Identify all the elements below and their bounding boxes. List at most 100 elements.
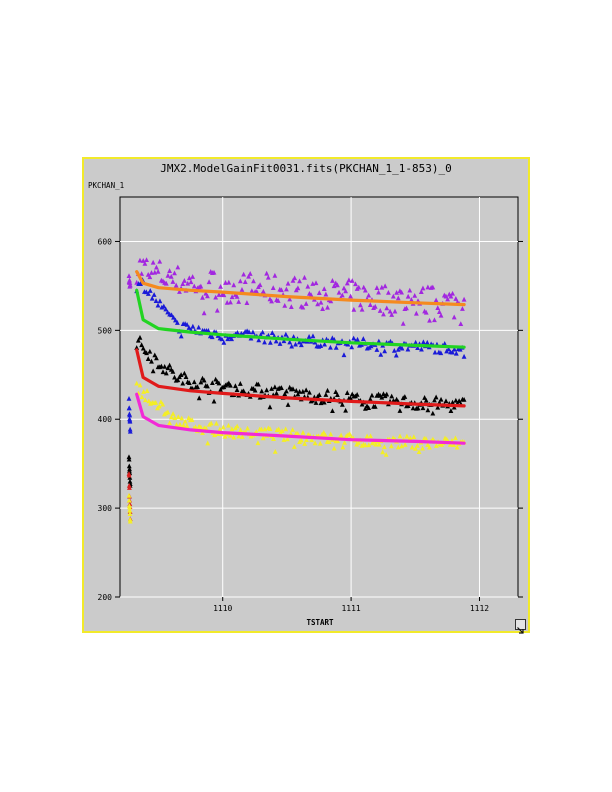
data-point [300, 304, 306, 310]
data-point [355, 336, 360, 342]
data-point [430, 410, 436, 416]
data-point [384, 305, 390, 311]
data-point [172, 415, 178, 420]
data-point [139, 394, 145, 400]
data-point [435, 305, 441, 311]
data-point [140, 345, 146, 351]
data-point [341, 352, 347, 358]
data-point [196, 324, 202, 330]
data-point [221, 292, 227, 298]
data-point [269, 298, 274, 304]
data-point [191, 283, 197, 289]
data-point [390, 293, 396, 299]
data-point [150, 259, 156, 265]
data-point [193, 424, 198, 430]
data-point [450, 399, 455, 405]
data-point [339, 292, 345, 298]
data-point [438, 350, 444, 356]
data-point [308, 292, 314, 298]
data-point [282, 302, 288, 308]
data-point [397, 408, 403, 413]
data-point [415, 405, 421, 411]
data-point [237, 381, 243, 386]
resize-handle[interactable] [515, 619, 526, 634]
data-point [461, 296, 467, 302]
data-point [252, 387, 258, 393]
data-point [236, 299, 242, 304]
data-point [126, 405, 132, 411]
data-point [231, 434, 237, 440]
data-point [351, 306, 357, 312]
data-point [235, 330, 240, 335]
data-point [362, 442, 368, 448]
data-point [377, 308, 383, 313]
data-point [376, 338, 382, 344]
data-point [147, 288, 153, 293]
data-point [205, 440, 211, 446]
data-point [292, 275, 298, 281]
data-point [264, 387, 270, 393]
data-point [205, 293, 210, 299]
data-point [399, 289, 404, 295]
data-point [223, 280, 228, 285]
data-point [437, 309, 442, 314]
data-point [450, 349, 455, 355]
data-point [290, 427, 295, 432]
data-point [222, 433, 228, 439]
data-point [184, 321, 190, 327]
data-point [214, 307, 220, 313]
data-point [362, 287, 368, 293]
data-point [423, 309, 429, 315]
data-point [415, 345, 420, 351]
data-point [256, 337, 262, 343]
data-point [328, 298, 334, 304]
data-point [323, 291, 329, 297]
data-point [195, 384, 200, 390]
data-point [453, 397, 459, 403]
data-point [298, 437, 304, 443]
data-point [432, 349, 438, 355]
plot-window: JMX2.ModelGainFit0031.fits(PKCHAN_1_1-85… [82, 157, 530, 634]
data-point [414, 442, 420, 448]
data-point [451, 442, 457, 447]
axis-ticks: 1110 1111 1112 200 300 400 500 600 [98, 237, 523, 613]
data-point [127, 518, 133, 524]
fit-lines [135, 270, 466, 445]
data-point [198, 379, 204, 385]
data-point [213, 420, 219, 426]
data-point [239, 434, 245, 439]
data-point [127, 478, 133, 484]
data-point [246, 273, 251, 279]
data-point [313, 400, 319, 405]
data-point [262, 426, 268, 432]
data-point [174, 422, 179, 427]
data-point [389, 312, 395, 317]
data-point [161, 303, 167, 309]
data-point [336, 289, 342, 295]
fit-line [135, 288, 466, 349]
data-point [216, 380, 222, 386]
data-point [206, 279, 212, 285]
data-point [257, 282, 263, 288]
data-point [369, 392, 375, 398]
data-point [200, 294, 205, 300]
data-point [203, 425, 209, 431]
data-point [174, 320, 180, 325]
data-point [156, 403, 162, 409]
data-point [448, 408, 454, 413]
data-point [149, 270, 154, 275]
data-point [211, 269, 217, 275]
data-point [234, 423, 240, 429]
data-point [433, 394, 439, 400]
data-point [250, 329, 256, 335]
data-point [170, 368, 176, 374]
data-point [376, 289, 381, 295]
data-point [380, 449, 386, 455]
data-point [145, 356, 151, 361]
data-point [413, 445, 418, 451]
data-point [333, 389, 339, 395]
data-point [127, 466, 132, 472]
data-point [432, 317, 437, 323]
data-point [127, 277, 132, 283]
data-point [169, 312, 174, 318]
